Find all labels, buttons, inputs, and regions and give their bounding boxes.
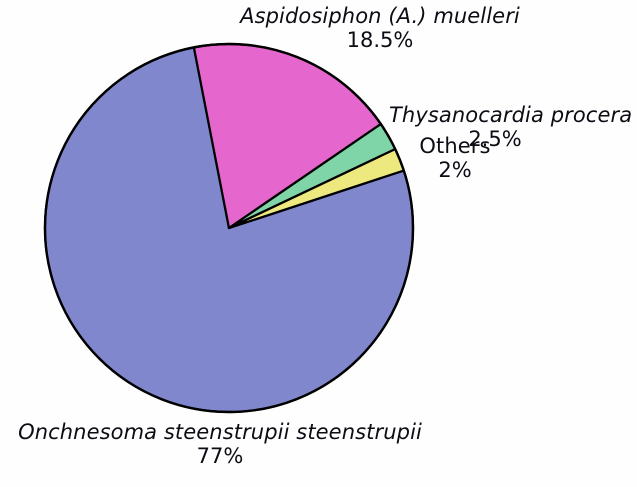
pie-label-aspidosiphon-value: 18.5% <box>346 27 414 52</box>
pie-label-others-value: 2% <box>438 157 472 182</box>
pie-outline-circle <box>43 42 415 414</box>
pie-label-thysanocardia-name: Thysanocardia procera <box>389 103 633 127</box>
pie-label-aspidosiphon-name: Aspidosiphon (A.) muelleri <box>240 4 520 28</box>
pie-label-onchnesoma: Onchnesoma steenstrupii steenstrupii 77% <box>5 420 435 469</box>
pie-label-onchnesoma-value: 77% <box>196 443 244 468</box>
pie-label-thysanocardia: Thysanocardia procera 2.5% <box>389 103 637 152</box>
pie-label-onchnesoma-name: Onchnesoma steenstrupii steenstrupii <box>18 420 422 444</box>
pie-label-others: Others 2% <box>403 134 507 183</box>
pie-label-others-name: Others <box>419 134 491 158</box>
pie-label-aspidosiphon: Aspidosiphon (A.) muelleri 18.5% <box>228 4 532 53</box>
pie-label-thysanocardia-value: 2.5% <box>468 126 522 151</box>
